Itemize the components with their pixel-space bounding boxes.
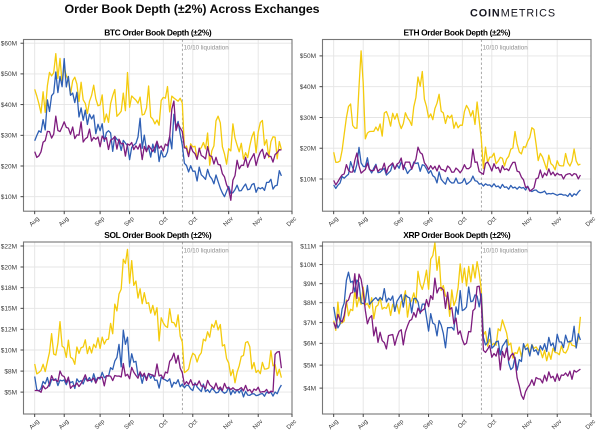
svg-text:10/10 liquidation: 10/10 liquidation [483,247,529,254]
svg-text:$6M: $6M [303,341,316,348]
svg-text:$4M: $4M [303,385,316,392]
svg-text:Oct: Oct [158,215,170,227]
svg-text:ETH Order Book Depth (±2%): ETH Order Book Depth (±2%) [403,28,510,38]
svg-text:$8M: $8M [303,300,316,307]
svg-text:$7M: $7M [303,320,316,327]
svg-text:Oct: Oct [187,215,199,227]
svg-text:$30M: $30M [300,115,316,122]
svg-text:10/10 liquidation: 10/10 liquidation [184,247,230,254]
svg-text:$20M: $20M [1,163,17,170]
svg-text:Oct: Oct [486,418,498,430]
svg-text:$22M: $22M [1,243,17,250]
svg-text:$10M: $10M [1,347,17,354]
svg-text:XRP Order Book Depth (±2%): XRP Order Book Depth (±2%) [403,230,511,240]
svg-text:$8M: $8M [4,368,17,375]
svg-text:$20M: $20M [1,264,17,271]
svg-text:$50M: $50M [300,53,316,60]
svg-text:$12M: $12M [1,327,17,334]
svg-text:$18M: $18M [1,285,17,292]
svg-text:$40M: $40M [1,102,17,109]
svg-text:$10M: $10M [300,176,316,183]
svg-text:Oct: Oct [158,418,170,430]
svg-text:10/10 liquidation: 10/10 liquidation [184,44,230,51]
svg-text:$50M: $50M [1,71,17,78]
svg-text:$9M: $9M [303,281,316,288]
svg-text:$15M: $15M [1,306,17,313]
svg-text:$10M: $10M [300,262,316,269]
svg-text:$30M: $30M [1,133,17,140]
svg-text:SOL Order Book Depth (±2%): SOL Order Book Depth (±2%) [104,230,212,240]
svg-text:COINMETRICS: COINMETRICS [470,8,556,20]
svg-text:$60M: $60M [1,41,17,48]
svg-text:$5M: $5M [4,389,17,396]
svg-text:$11M: $11M [300,243,316,250]
svg-text:Oct: Oct [457,418,469,430]
svg-text:$40M: $40M [300,84,316,91]
svg-text:BTC Order Book Depth (±2%): BTC Order Book Depth (±2%) [104,28,212,38]
svg-text:Order Book Depth (±2%) Across: Order Book Depth (±2%) Across Exchanges [65,2,320,16]
svg-text:$5M: $5M [303,362,316,369]
svg-text:$10M: $10M [1,194,17,201]
svg-text:10/10 liquidation: 10/10 liquidation [483,44,529,51]
svg-text:Oct: Oct [187,418,199,430]
svg-text:$20M: $20M [300,146,316,153]
svg-text:Oct: Oct [457,215,469,227]
svg-text:Oct: Oct [486,215,498,227]
